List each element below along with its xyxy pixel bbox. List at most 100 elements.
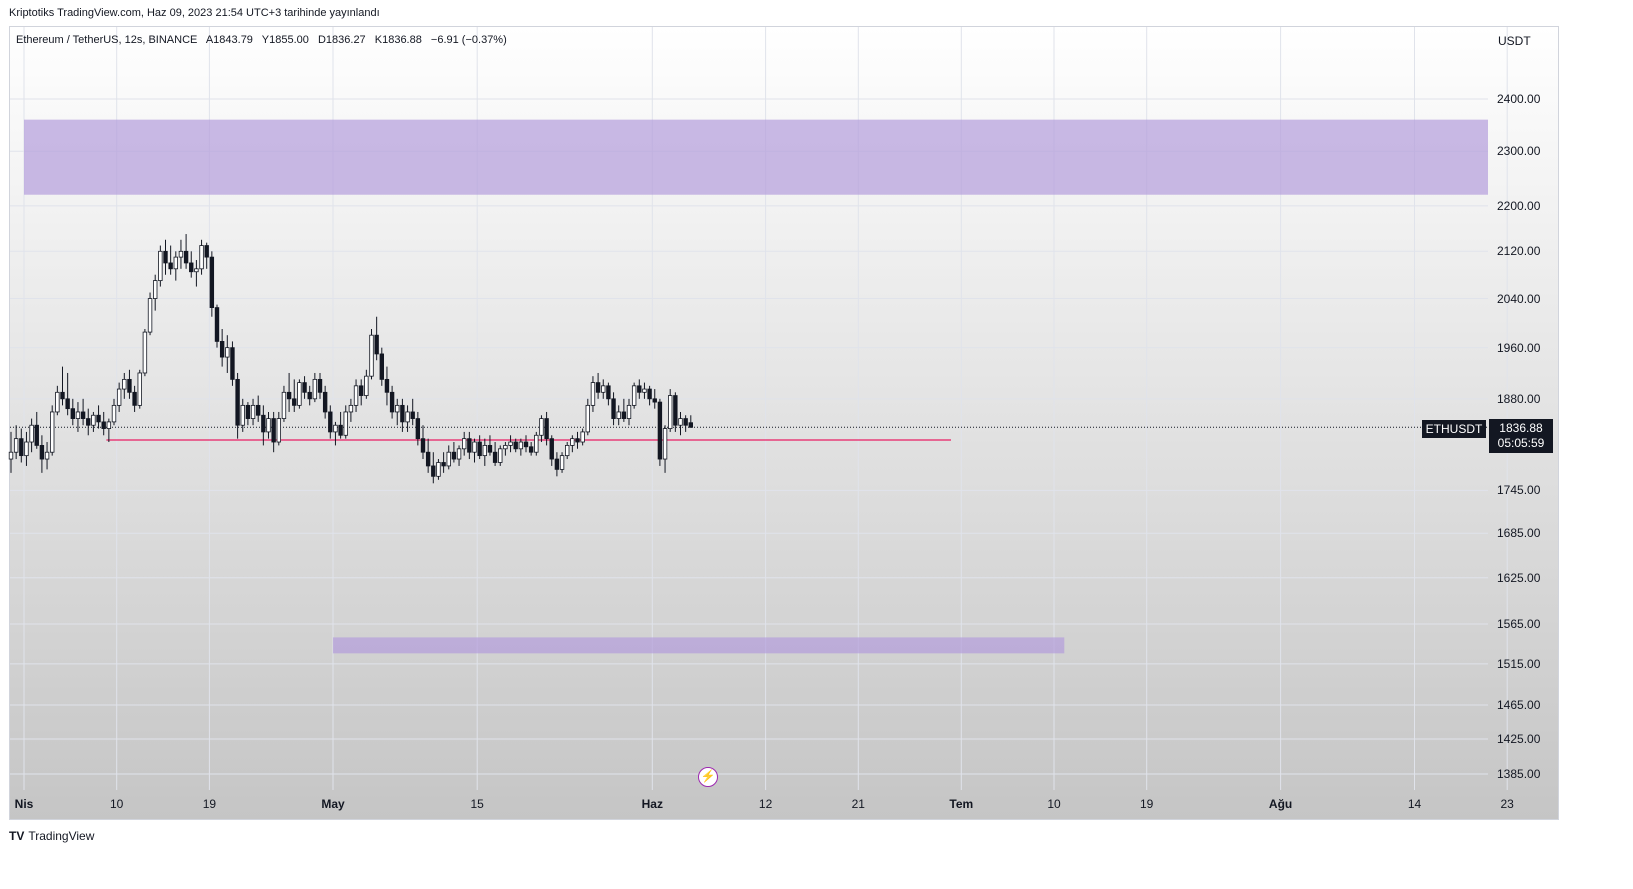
candle	[652, 389, 657, 409]
y-tick-label: 1745.00	[1497, 483, 1541, 498]
candle	[498, 445, 503, 466]
candle	[245, 402, 251, 426]
candle	[487, 435, 493, 456]
candle	[106, 418, 112, 443]
legend-open: A1843.79	[205, 34, 253, 46]
candle	[189, 251, 194, 278]
tradingview-brand[interactable]: TV TradingView	[9, 829, 94, 843]
candle	[616, 405, 621, 426]
candle	[183, 234, 189, 269]
candle	[606, 382, 611, 406]
candle	[199, 239, 204, 275]
price-badge-value: 1836.88	[1499, 421, 1543, 435]
candle	[55, 385, 60, 416]
candle	[240, 398, 245, 432]
candle	[29, 418, 34, 453]
x-tick-label: 15	[470, 797, 484, 811]
publication-info: Kriptotiks TradingView.com, Haz 09, 2023…	[9, 7, 380, 19]
candle	[276, 411, 281, 446]
x-tick-label: 10	[1047, 797, 1061, 811]
y-axis-unit: USDT	[1498, 34, 1531, 48]
candle	[554, 452, 560, 477]
candle	[441, 452, 446, 473]
x-tick-label: Ağu	[1268, 797, 1293, 811]
y-tick-label: 1425.00	[1497, 732, 1541, 747]
candle	[642, 382, 647, 399]
candle	[225, 335, 230, 373]
lightning-icon[interactable]: ⚡	[698, 767, 718, 787]
candle	[173, 251, 178, 281]
candle	[436, 459, 441, 480]
candle	[271, 411, 276, 453]
candle	[116, 382, 122, 412]
candle	[163, 239, 168, 275]
candle	[482, 438, 487, 466]
candle	[400, 398, 405, 432]
candle	[13, 425, 19, 460]
candle	[219, 329, 225, 367]
candle	[250, 398, 256, 426]
candle	[668, 389, 673, 432]
candle	[508, 435, 513, 453]
candle	[328, 405, 333, 439]
y-tick-label: 1565.00	[1497, 616, 1541, 631]
candle	[358, 379, 364, 406]
candle	[528, 442, 534, 456]
candle	[405, 405, 410, 432]
candle	[451, 442, 457, 463]
x-tick-label: 10	[110, 797, 124, 811]
candle	[317, 372, 323, 399]
candle	[122, 372, 127, 399]
candle	[209, 251, 215, 317]
legend-change: −6.91 (−0.37%)	[430, 34, 507, 46]
symbol-badge: ETHUSDT	[1422, 420, 1486, 438]
candle	[235, 372, 240, 439]
candle	[389, 385, 395, 419]
candle	[158, 245, 163, 287]
candle	[261, 405, 266, 446]
candle	[297, 379, 302, 409]
candle	[570, 435, 575, 453]
y-tick-label: 2300.00	[1497, 144, 1541, 159]
y-tick-label: 1880.00	[1497, 391, 1541, 406]
x-tick-label: 12	[758, 797, 773, 811]
tradingview-logo-icon: TV	[9, 829, 25, 843]
candle	[492, 442, 498, 466]
zone-0[interactable]	[24, 119, 1488, 195]
candle	[281, 385, 287, 422]
candle	[446, 445, 451, 470]
zone-1[interactable]	[333, 637, 1065, 654]
y-tick-label: 2200.00	[1497, 198, 1541, 213]
candle	[147, 292, 153, 336]
candle	[678, 411, 683, 436]
candle	[101, 411, 106, 436]
x-tick-label: 21	[851, 797, 865, 811]
zones	[24, 119, 1488, 654]
candle	[534, 431, 539, 456]
candle	[178, 239, 184, 269]
candle	[575, 431, 580, 449]
candle	[523, 435, 529, 453]
candle	[518, 438, 524, 456]
candle	[333, 421, 338, 446]
candles	[8, 234, 693, 484]
y-tick-label: 1960.00	[1497, 340, 1541, 355]
chart-legend: Ethereum / TetherUS, 12s, BINANCE A1843.…	[16, 34, 513, 46]
legend-low: D1836.27	[317, 34, 366, 46]
candle	[8, 431, 14, 473]
candle	[70, 398, 75, 426]
candle	[137, 369, 142, 409]
candle	[544, 411, 549, 446]
legend-close: K1836.88	[374, 34, 422, 46]
legend-symbol: Ethereum / TetherUS, 12s, BINANCE	[16, 34, 198, 46]
candle	[132, 385, 137, 412]
price-badge: 1836.88 05:05:59	[1489, 419, 1553, 453]
brand-name: TradingView	[28, 829, 95, 843]
candle	[477, 435, 482, 460]
candle	[456, 445, 462, 466]
candle	[410, 398, 415, 426]
candle	[647, 385, 652, 406]
candle	[142, 329, 148, 377]
candle	[50, 405, 55, 456]
